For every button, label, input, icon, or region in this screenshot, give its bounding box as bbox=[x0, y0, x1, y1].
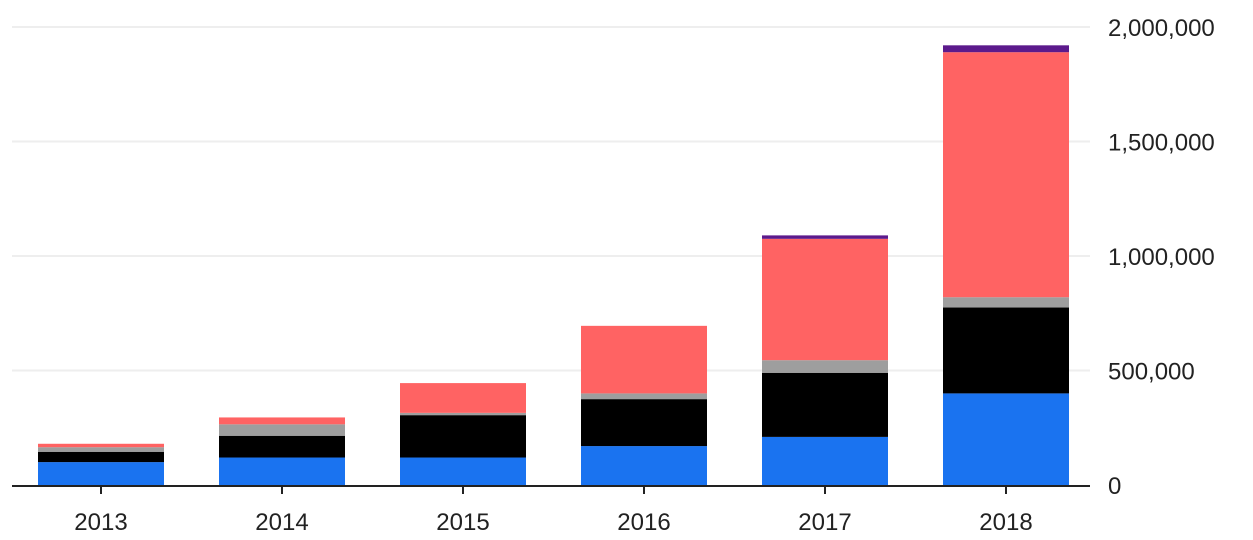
y-tick-label: 1,000,000 bbox=[1108, 244, 1215, 271]
bar-segment bbox=[38, 443, 164, 448]
bar-segment bbox=[219, 417, 345, 425]
bar-segment bbox=[943, 45, 1069, 53]
bar-segment bbox=[38, 451, 164, 463]
bar-segment bbox=[400, 383, 526, 413]
bar-segment bbox=[581, 446, 707, 485]
y-axis-tick-labels: 0 500,000 1,000,000 1,500,000 2,000,000 bbox=[1108, 15, 1215, 500]
y-tick-label: 2,000,000 bbox=[1108, 15, 1215, 42]
bar-segment bbox=[943, 393, 1069, 485]
bar-segment bbox=[38, 447, 164, 452]
bar-segment bbox=[219, 457, 345, 485]
bar-segment bbox=[581, 399, 707, 447]
bar-segment bbox=[581, 325, 707, 394]
x-tick-label: 2015 bbox=[436, 509, 489, 536]
bar-segment bbox=[762, 372, 888, 437]
bar-segment bbox=[943, 52, 1069, 298]
bar-segment bbox=[762, 360, 888, 373]
bar-segment bbox=[38, 462, 164, 485]
bar-stacks bbox=[38, 45, 1069, 485]
bar-segment bbox=[400, 415, 526, 458]
bar-segment bbox=[400, 412, 526, 416]
x-tick-label: 2014 bbox=[255, 509, 308, 536]
bar-segment bbox=[219, 424, 345, 436]
bar-segment bbox=[219, 435, 345, 458]
y-tick-label: 1,500,000 bbox=[1108, 130, 1215, 157]
x-tick-label: 2013 bbox=[74, 509, 127, 536]
x-tick-label: 2016 bbox=[617, 509, 670, 536]
grid-lines bbox=[12, 26, 1090, 372]
bar-segment bbox=[943, 297, 1069, 308]
bar-segment bbox=[762, 436, 888, 485]
x-tick-label: 2018 bbox=[979, 509, 1032, 536]
bar-segment bbox=[943, 307, 1069, 394]
bar-segment bbox=[762, 238, 888, 361]
x-tick-label: 2017 bbox=[798, 509, 851, 536]
bar-segment bbox=[400, 457, 526, 485]
x-axis-tick-labels: 2013 2014 2015 2016 2017 2018 bbox=[74, 486, 1033, 536]
y-tick-label: 0 bbox=[1108, 473, 1121, 500]
bar-segment bbox=[581, 393, 707, 400]
y-tick-label: 500,000 bbox=[1108, 359, 1195, 386]
bar-segment bbox=[762, 235, 888, 239]
